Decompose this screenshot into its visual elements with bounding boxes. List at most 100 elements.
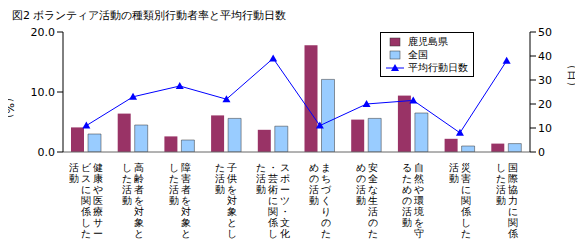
svg-text:ス: ス [81,173,91,184]
svg-text:た: た [256,162,266,173]
svg-text:化: 化 [280,228,290,239]
svg-text:係: 係 [508,228,518,239]
svg-text:活: 活 [309,184,319,195]
svg-text:境: 境 [413,206,424,217]
svg-text:と: と [181,228,191,239]
svg-text:関: 関 [508,217,518,228]
svg-text:動: 動 [215,184,225,195]
svg-text:10.0: 10.0 [31,86,56,99]
svg-text:・: ・ [268,162,278,173]
svg-text:害: 害 [461,173,471,184]
svg-text:然: 然 [414,173,424,184]
svg-text:対: 対 [227,195,237,206]
svg-text:し: し [496,162,506,173]
svg-text:50: 50 [538,26,552,39]
svg-text:活: 活 [368,206,378,217]
svg-text:高: 高 [134,162,144,173]
svg-text:国: 国 [508,162,518,173]
svg-text:り: り [321,206,331,217]
svg-text:や: や [93,184,103,195]
svg-text:害: 害 [181,173,191,184]
svg-text:20.0: 20.0 [31,26,56,39]
svg-text:し: し [268,228,278,239]
svg-text:や: や [414,184,424,195]
svg-text:療: 療 [93,206,103,217]
svg-text:芸: 芸 [268,173,278,184]
svg-text:な: な [368,184,378,195]
svg-text:生: 生 [368,195,378,206]
svg-text:齢: 齢 [134,173,144,184]
svg-text:関: 関 [268,206,278,217]
svg-text:ー: ー [93,228,103,239]
svg-text:安: 安 [368,162,378,173]
svg-text:た: た [368,228,378,239]
svg-text:し: し [169,162,179,173]
svg-text:活: 活 [356,184,366,195]
svg-text:ー: ー [280,184,290,195]
svg-text:活: 活 [496,184,506,195]
svg-text:医: 医 [93,195,103,206]
svg-text:の: の [309,173,319,184]
svg-text:た: た [496,173,506,184]
svg-text:0.0: 0.0 [38,146,56,159]
svg-text:ち: ち [321,173,331,184]
svg-text:際: 際 [508,173,518,184]
svg-text:ビ: ビ [81,162,92,173]
svg-text:活: 活 [122,184,132,195]
svg-text:活: 活 [449,162,459,173]
svg-text:に: に [508,206,518,217]
svg-text:象: 象 [227,206,237,217]
svg-text:20: 20 [538,98,552,111]
svg-text:係: 係 [268,217,278,228]
svg-text:ま: ま [321,162,331,173]
svg-text:自: 自 [414,162,424,173]
svg-text:し: し [461,217,471,228]
svg-text:に: に [461,184,471,195]
svg-text:力: 力 [508,195,518,206]
svg-text:を: を [414,217,424,228]
svg-text:と: と [227,217,237,228]
svg-text:た: た [122,173,132,184]
svg-text:文: 文 [280,217,290,228]
svg-text:活: 活 [69,162,79,173]
svg-text:係: 係 [461,206,471,217]
svg-text:者: 者 [181,184,191,195]
svg-text:ポ: ポ [280,173,290,184]
svg-text:術: 術 [268,184,278,195]
svg-text:た: た [402,173,412,184]
svg-text:動: 動 [122,195,132,206]
svg-text:動: 動 [449,173,459,184]
svg-text:ス: ス [280,162,290,173]
svg-text:・: ・ [280,206,290,217]
svg-text:と: と [134,228,144,239]
svg-text:活: 活 [402,206,412,217]
svg-text:障: 障 [181,162,191,173]
svg-text:動: 動 [69,173,79,184]
svg-text:象: 象 [181,217,191,228]
svg-text:め: め [309,162,319,173]
svg-text:40: 40 [538,50,552,63]
svg-text:し: し [227,228,237,239]
svg-text:の: の [402,195,412,206]
svg-text:健: 健 [93,162,103,173]
svg-text:動: 動 [496,195,506,206]
svg-text:に: に [268,195,278,206]
svg-text:る: る [402,162,412,173]
svg-text:動: 動 [356,195,366,206]
svg-text:動: 動 [402,217,412,228]
svg-text:30: 30 [538,74,552,87]
svg-text:康: 康 [93,173,103,184]
svg-text:に: に [81,184,91,195]
svg-text:（日）: （日） [566,59,575,92]
svg-text:の: の [368,217,378,228]
svg-text:た: た [461,228,471,239]
svg-text:供: 供 [227,173,237,184]
svg-text:く: く [321,195,331,206]
svg-text:象: 象 [134,217,144,228]
svg-text:関: 関 [81,195,91,206]
svg-text:0: 0 [538,146,545,159]
svg-text:サ: サ [93,217,103,228]
svg-text:（%）: （%） [8,92,16,124]
svg-text:の: の [356,173,366,184]
svg-text:動: 動 [309,195,319,206]
